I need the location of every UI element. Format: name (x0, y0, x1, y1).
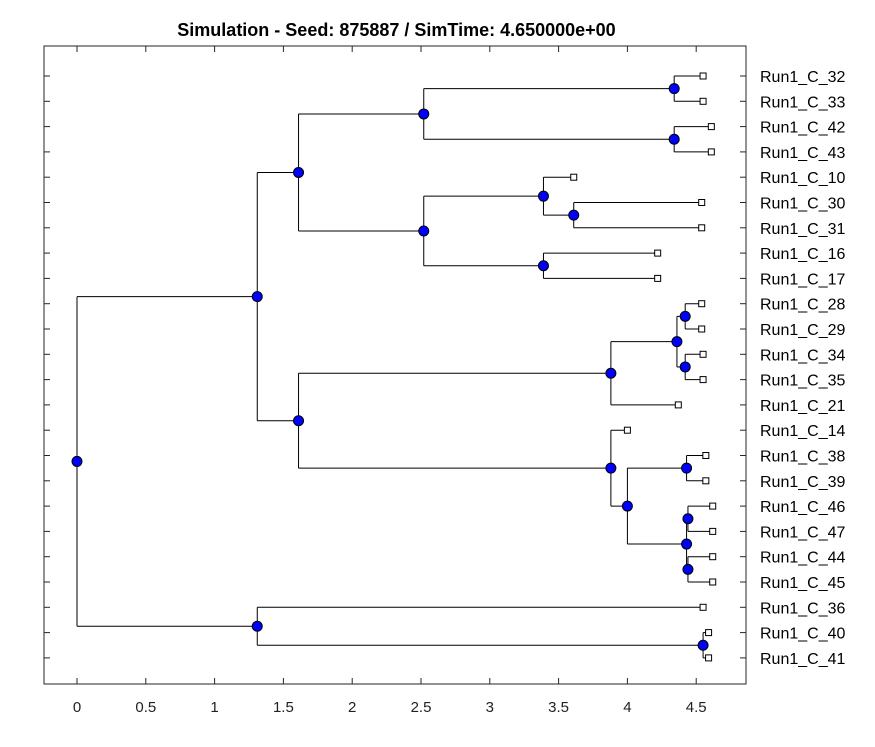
leaf-marker (698, 325, 706, 333)
x-tick-label: 0 (73, 699, 81, 716)
axis-ticks (44, 46, 746, 684)
leaf-marker (654, 274, 662, 282)
leaf-marker (699, 603, 707, 611)
leaf-marker (674, 401, 682, 409)
x-tick-label: 1.5 (273, 699, 294, 716)
x-tick-label: 0.5 (135, 699, 156, 716)
internal-node-marker (537, 260, 549, 272)
leaf-label: Run1_C_39 (760, 474, 846, 491)
internal-node-marker (537, 190, 549, 202)
leaf-marker (698, 300, 706, 308)
internal-node-marker (251, 291, 263, 303)
internal-node-marker (679, 310, 691, 322)
axes-frame (43, 45, 747, 685)
internal-node-marker (668, 133, 680, 145)
leaf-label: Run1_C_31 (760, 221, 846, 238)
leaf-label: Run1_C_34 (760, 347, 846, 364)
leaf-marker (699, 376, 707, 384)
leaf-marker (702, 452, 710, 459)
leaf-marker (623, 426, 631, 434)
internal-node-marker (668, 83, 680, 95)
leaf-label: Run1_C_36 (760, 600, 846, 617)
leaf-marker (709, 502, 717, 510)
leaf-label: Run1_C_33 (760, 94, 846, 111)
leaf-marker (699, 350, 707, 358)
leaf-label: Run1_C_46 (760, 499, 846, 516)
internal-node-marker (697, 639, 709, 651)
x-tick-label: 4 (623, 699, 631, 716)
axes-box (43, 45, 747, 685)
leaf-label: Run1_C_29 (760, 322, 846, 339)
internal-node-marker (605, 367, 617, 379)
leaf-marker (654, 249, 662, 257)
internal-node-marker (682, 513, 694, 525)
leaf-label: Run1_C_42 (760, 120, 846, 137)
leaf-marker (709, 553, 717, 561)
leaf-label: Run1_C_32 (760, 69, 846, 86)
x-tick-label: 2 (348, 699, 356, 716)
x-tick-label: 1 (210, 699, 218, 716)
leaf-labels: Run1_C_32 Run1_C_33 Run1_C_42 Run1_C_43 Run1… (760, 69, 846, 668)
internal-node-marker (293, 415, 305, 427)
leaf-label: Run1_C_28 (760, 297, 846, 314)
leaf-marker (705, 654, 713, 662)
leaf-marker (707, 123, 715, 131)
internal-node-marker (418, 225, 430, 237)
tree-nodes (71, 72, 717, 662)
leaf-marker (702, 477, 710, 485)
chart-title: Simulation - Seed: 875887 / SimTime: 4.6… (177, 20, 616, 40)
internal-node-marker (682, 563, 694, 575)
leaf-label: Run1_C_16 (760, 246, 846, 263)
leaf-marker (698, 224, 706, 232)
internal-node-marker (418, 108, 430, 120)
x-tick-labels: 0 0.5 1 1.5 2 2.5 3 3.5 4 4.5 (73, 699, 707, 716)
leaf-label: Run1_C_41 (760, 651, 846, 668)
leaf-label: Run1_C_40 (760, 626, 846, 643)
internal-node-marker (681, 538, 693, 550)
leaf-label: Run1_C_45 (760, 575, 846, 592)
leaf-label: Run1_C_30 (760, 196, 846, 213)
internal-node-marker (71, 455, 83, 467)
leaf-label: Run1_C_14 (760, 423, 846, 440)
leaf-marker (707, 148, 715, 156)
x-tick-label: 2.5 (411, 699, 432, 716)
leaf-label: Run1_C_10 (760, 170, 846, 187)
leaf-label: Run1_C_35 (760, 373, 846, 390)
internal-node-marker (251, 620, 263, 632)
x-tick-label: 3.5 (548, 699, 569, 716)
internal-node-marker (568, 209, 580, 221)
internal-node-marker (679, 361, 691, 373)
leaf-label: Run1_C_17 (760, 271, 846, 288)
internal-node-marker (671, 336, 683, 348)
internal-node-marker (681, 462, 693, 474)
leaf-marker (709, 527, 717, 535)
leaf-label: Run1_C_38 (760, 449, 846, 466)
leaf-label: Run1_C_21 (760, 398, 846, 415)
internal-node-marker (293, 166, 305, 178)
tree-edges (76, 75, 713, 659)
leaf-label: Run1_C_44 (760, 550, 846, 567)
leaf-marker (698, 199, 706, 206)
leaf-marker (570, 173, 578, 181)
leaf-label: Run1_C_47 (760, 524, 846, 541)
internal-node-marker (605, 462, 617, 474)
leaf-marker (699, 97, 707, 105)
x-tick-label: 4.5 (686, 699, 707, 716)
internal-node-marker (621, 500, 633, 512)
leaf-marker (705, 629, 713, 637)
leaf-label: Run1_C_43 (760, 145, 846, 162)
leaf-marker (699, 72, 707, 80)
x-tick-label: 3 (486, 699, 494, 716)
leaf-marker (709, 578, 717, 586)
